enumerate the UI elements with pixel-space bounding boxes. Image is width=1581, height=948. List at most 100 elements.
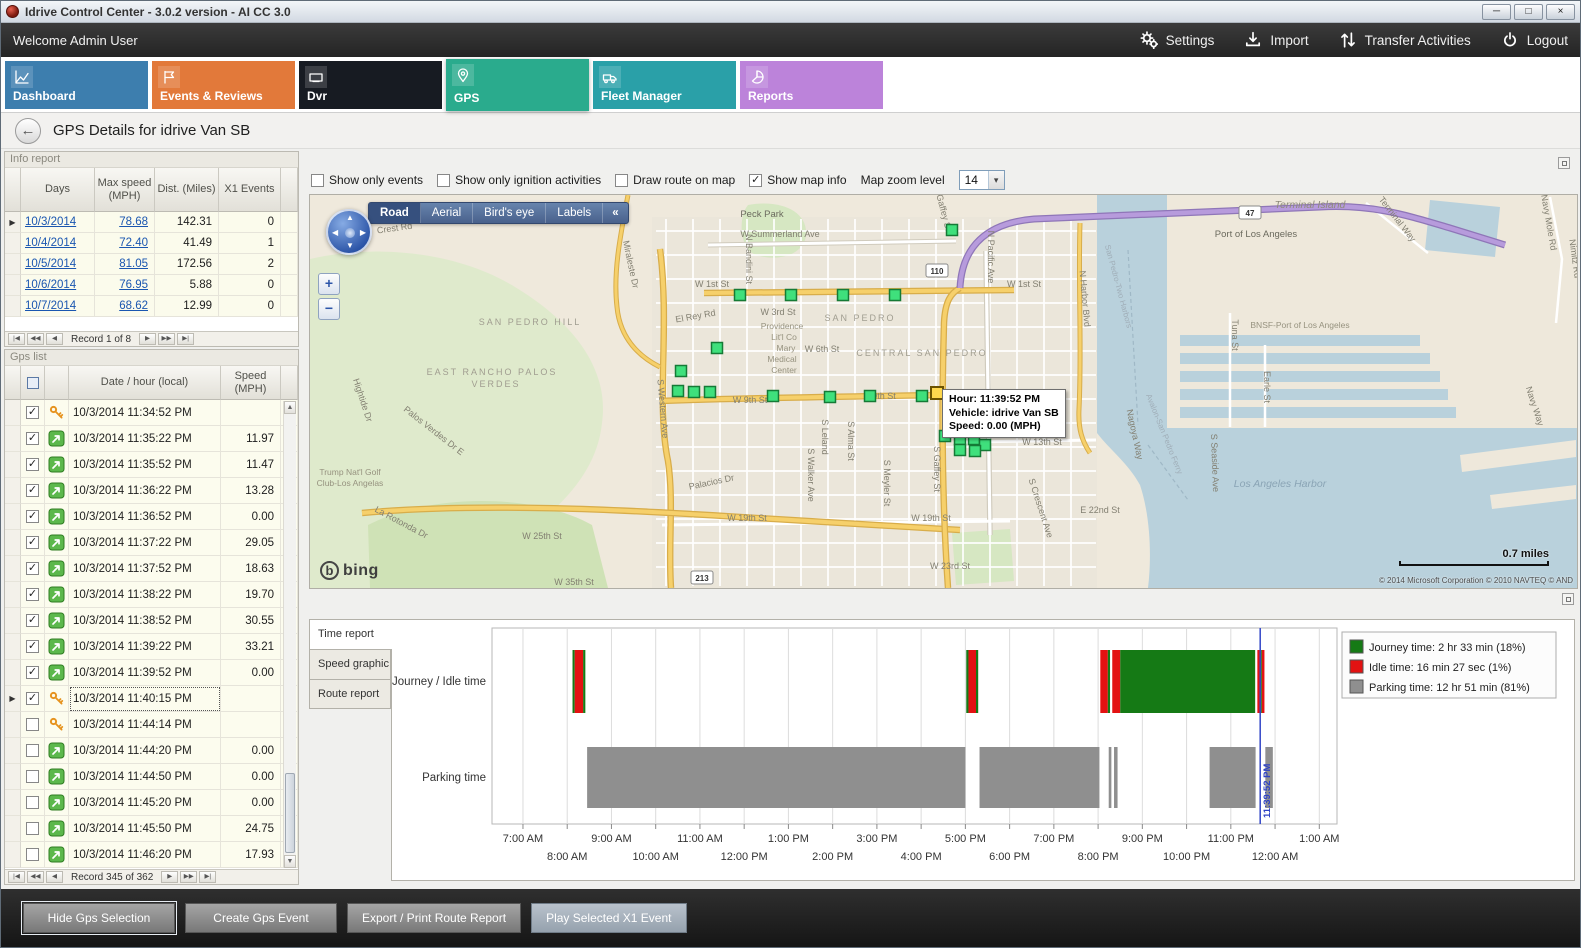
draw-route-on-map-checkbox[interactable] (615, 173, 629, 187)
gps-list-row[interactable]: 10/3/2014 11:44:50 PM 0.00 (5, 764, 298, 790)
gps-list-row[interactable]: ✓ 10/3/2014 11:37:22 PM 29.05 (5, 530, 298, 556)
scrollbar-thumb[interactable] (285, 773, 295, 853)
gps-list-row[interactable]: ✓ 10/3/2014 11:36:22 PM 13.28 (5, 478, 298, 504)
gps-list-row[interactable]: ✓ 10/3/2014 11:37:52 PM 18.63 (5, 556, 298, 582)
gps-marker[interactable] (823, 390, 837, 404)
gps-list-row[interactable]: 10/3/2014 11:46:20 PM 17.93 (5, 842, 298, 868)
gps-row-checkbox[interactable] (26, 770, 39, 783)
select-all-checkbox[interactable] (26, 376, 39, 389)
export-print-route-report-button[interactable]: Export / Print Route Report (347, 903, 522, 933)
gps-list-row[interactable]: ✓ 10/3/2014 11:34:52 PM (5, 400, 298, 426)
gps-list-row[interactable]: 10/3/2014 11:44:20 PM 0.00 (5, 738, 298, 764)
pan-left-icon[interactable]: ◀ (332, 228, 339, 237)
map-pan-compass[interactable]: ▲ ▼ ◀ ▶ (326, 209, 372, 255)
map-container[interactable]: Crest Rd Peck Park W Summerland Ave Mirales… (309, 194, 1578, 589)
day-link[interactable]: 10/7/2014 (25, 300, 77, 312)
map-collapse-icon[interactable] (1558, 157, 1570, 169)
gps-marker[interactable] (671, 384, 685, 398)
topbar-settings-button[interactable]: Settings (1140, 31, 1214, 49)
show-only-events-checkbox[interactable] (311, 173, 324, 187)
info-report-row[interactable]: 10/4/2014 72.40 41.49 1 (5, 233, 298, 254)
gps-marker[interactable] (733, 288, 747, 302)
pager-next-page-button[interactable]: ▶▶ (180, 871, 198, 883)
gps-marker[interactable] (836, 288, 850, 302)
gps-list-row[interactable]: ✓ 10/3/2014 11:35:22 PM 11.97 (5, 426, 298, 452)
gps-list-row[interactable]: ✓ 10/3/2014 11:38:52 PM 30.55 (5, 608, 298, 634)
play-selected-x1-event-button[interactable]: Play Selected X1 Event (531, 903, 687, 933)
info-report-row[interactable]: 10/6/2014 76.95 5.88 0 (5, 275, 298, 296)
pager-next-page-button[interactable]: ▶▶ (158, 333, 176, 345)
checkbox-show-map-info[interactable]: ✓ Show map info (749, 173, 847, 187)
column-header-speed-mph[interactable]: Speed (MPH) (221, 366, 281, 400)
gps-marker[interactable] (703, 385, 717, 399)
topbar-transfer-button[interactable]: Transfer Activities (1339, 31, 1471, 49)
tab-gps[interactable]: GPS (446, 59, 589, 111)
show-only-ignition-activities-checkbox[interactable] (437, 173, 451, 187)
map-style-bird-s-eye-button[interactable]: Bird's eye (473, 203, 547, 223)
gps-marker[interactable] (710, 341, 724, 355)
gps-list-row[interactable]: ✓ 10/3/2014 11:39:22 PM 33.21 (5, 634, 298, 660)
minimize-button[interactable]: ─ (1482, 3, 1511, 20)
gps-marker[interactable] (953, 443, 967, 457)
column-header-max-speed-mph[interactable]: Max speed (MPH) (95, 168, 155, 212)
gps-list-row[interactable]: ✓ 10/3/2014 11:39:52 PM 0.00 (5, 660, 298, 686)
gps-row-checkbox[interactable]: ✓ (26, 692, 39, 705)
gps-list-row[interactable]: ✓ 10/3/2014 11:38:22 PM 19.70 (5, 582, 298, 608)
pager-first-button[interactable]: |◀ (8, 871, 25, 883)
gps-list-row[interactable]: ✓ 10/3/2014 11:35:52 PM 11.47 (5, 452, 298, 478)
gps-marker[interactable] (968, 444, 982, 458)
day-link[interactable]: 10/5/2014 (25, 258, 77, 270)
max-speed-link[interactable]: 72.40 (119, 237, 148, 249)
gps-marker[interactable] (766, 389, 780, 403)
gps-list-row[interactable]: ▶ ✓ 10/3/2014 11:40:15 PM (5, 686, 298, 712)
gps-row-checkbox[interactable]: ✓ (26, 510, 39, 523)
scroll-down-icon[interactable]: ▼ (284, 855, 296, 868)
day-link[interactable]: 10/3/2014 (25, 216, 77, 228)
scroll-up-icon[interactable]: ▲ (284, 401, 296, 414)
max-speed-link[interactable]: 68.62 (119, 300, 148, 312)
pager-last-button[interactable]: ▶| (177, 333, 195, 345)
map-zoom-out-button[interactable]: − (318, 298, 340, 320)
gps-list-row[interactable]: 10/3/2014 11:44:14 PM (5, 712, 298, 738)
gps-marker[interactable] (915, 389, 929, 403)
chart-collapse-icon[interactable] (1562, 593, 1574, 605)
gps-row-checkbox[interactable] (26, 744, 39, 757)
create-gps-event-button[interactable]: Create Gps Event (185, 903, 337, 933)
gps-marker[interactable] (687, 385, 701, 399)
pan-down-icon[interactable]: ▼ (346, 241, 354, 250)
gps-row-checkbox[interactable]: ✓ (26, 406, 39, 419)
topbar-logout-button[interactable]: Logout (1501, 31, 1568, 49)
gps-row-checkbox[interactable]: ✓ (26, 484, 39, 497)
day-link[interactable]: 10/6/2014 (25, 279, 77, 291)
column-header-x1-events[interactable]: X1 Events (219, 168, 281, 212)
column-header-date-hour-local[interactable]: Date / hour (local) (69, 366, 221, 400)
hide-gps-selection-button[interactable]: Hide Gps Selection (21, 901, 177, 935)
pager-prev-page-button[interactable]: ◀◀ (27, 333, 44, 345)
gps-row-checkbox[interactable]: ✓ (26, 458, 39, 471)
max-speed-link[interactable]: 78.68 (119, 216, 148, 228)
tab-dvr[interactable]: Dvr (299, 61, 442, 109)
pager-prev-page-button[interactable]: ◀◀ (27, 871, 44, 883)
pager-next-button[interactable]: ▶ (161, 871, 179, 883)
checkbox-show-only-events[interactable]: Show only events (311, 173, 423, 187)
compass-center[interactable] (345, 228, 355, 238)
pager-prev-button[interactable]: ◀ (46, 871, 63, 883)
gps-marker[interactable] (784, 288, 798, 302)
gps-list-row[interactable]: 10/3/2014 11:45:50 PM 24.75 (5, 816, 298, 842)
checkbox-draw-route-on-map[interactable]: Draw route on map (615, 173, 735, 187)
gps-row-checkbox[interactable] (26, 718, 39, 731)
maximize-button[interactable]: □ (1514, 3, 1543, 20)
day-link[interactable]: 10/4/2014 (25, 237, 77, 249)
pager-last-button[interactable]: ▶| (199, 871, 217, 883)
tab-events[interactable]: Events & Reviews (152, 61, 295, 109)
topbar-import-button[interactable]: Import (1244, 31, 1309, 49)
gps-list-scrollbar[interactable]: ▲ ▼ (283, 401, 296, 868)
map-style-labels-button[interactable]: Labels (546, 203, 604, 223)
gps-row-checkbox[interactable]: ✓ (26, 432, 39, 445)
max-speed-link[interactable]: 81.05 (119, 258, 148, 270)
info-report-row[interactable]: ▶ 10/3/2014 78.68 142.31 0 (5, 212, 298, 233)
tab-dashboard[interactable]: Dashboard (5, 61, 148, 109)
gps-marker[interactable] (863, 389, 877, 403)
gps-row-checkbox[interactable]: ✓ (26, 614, 39, 627)
